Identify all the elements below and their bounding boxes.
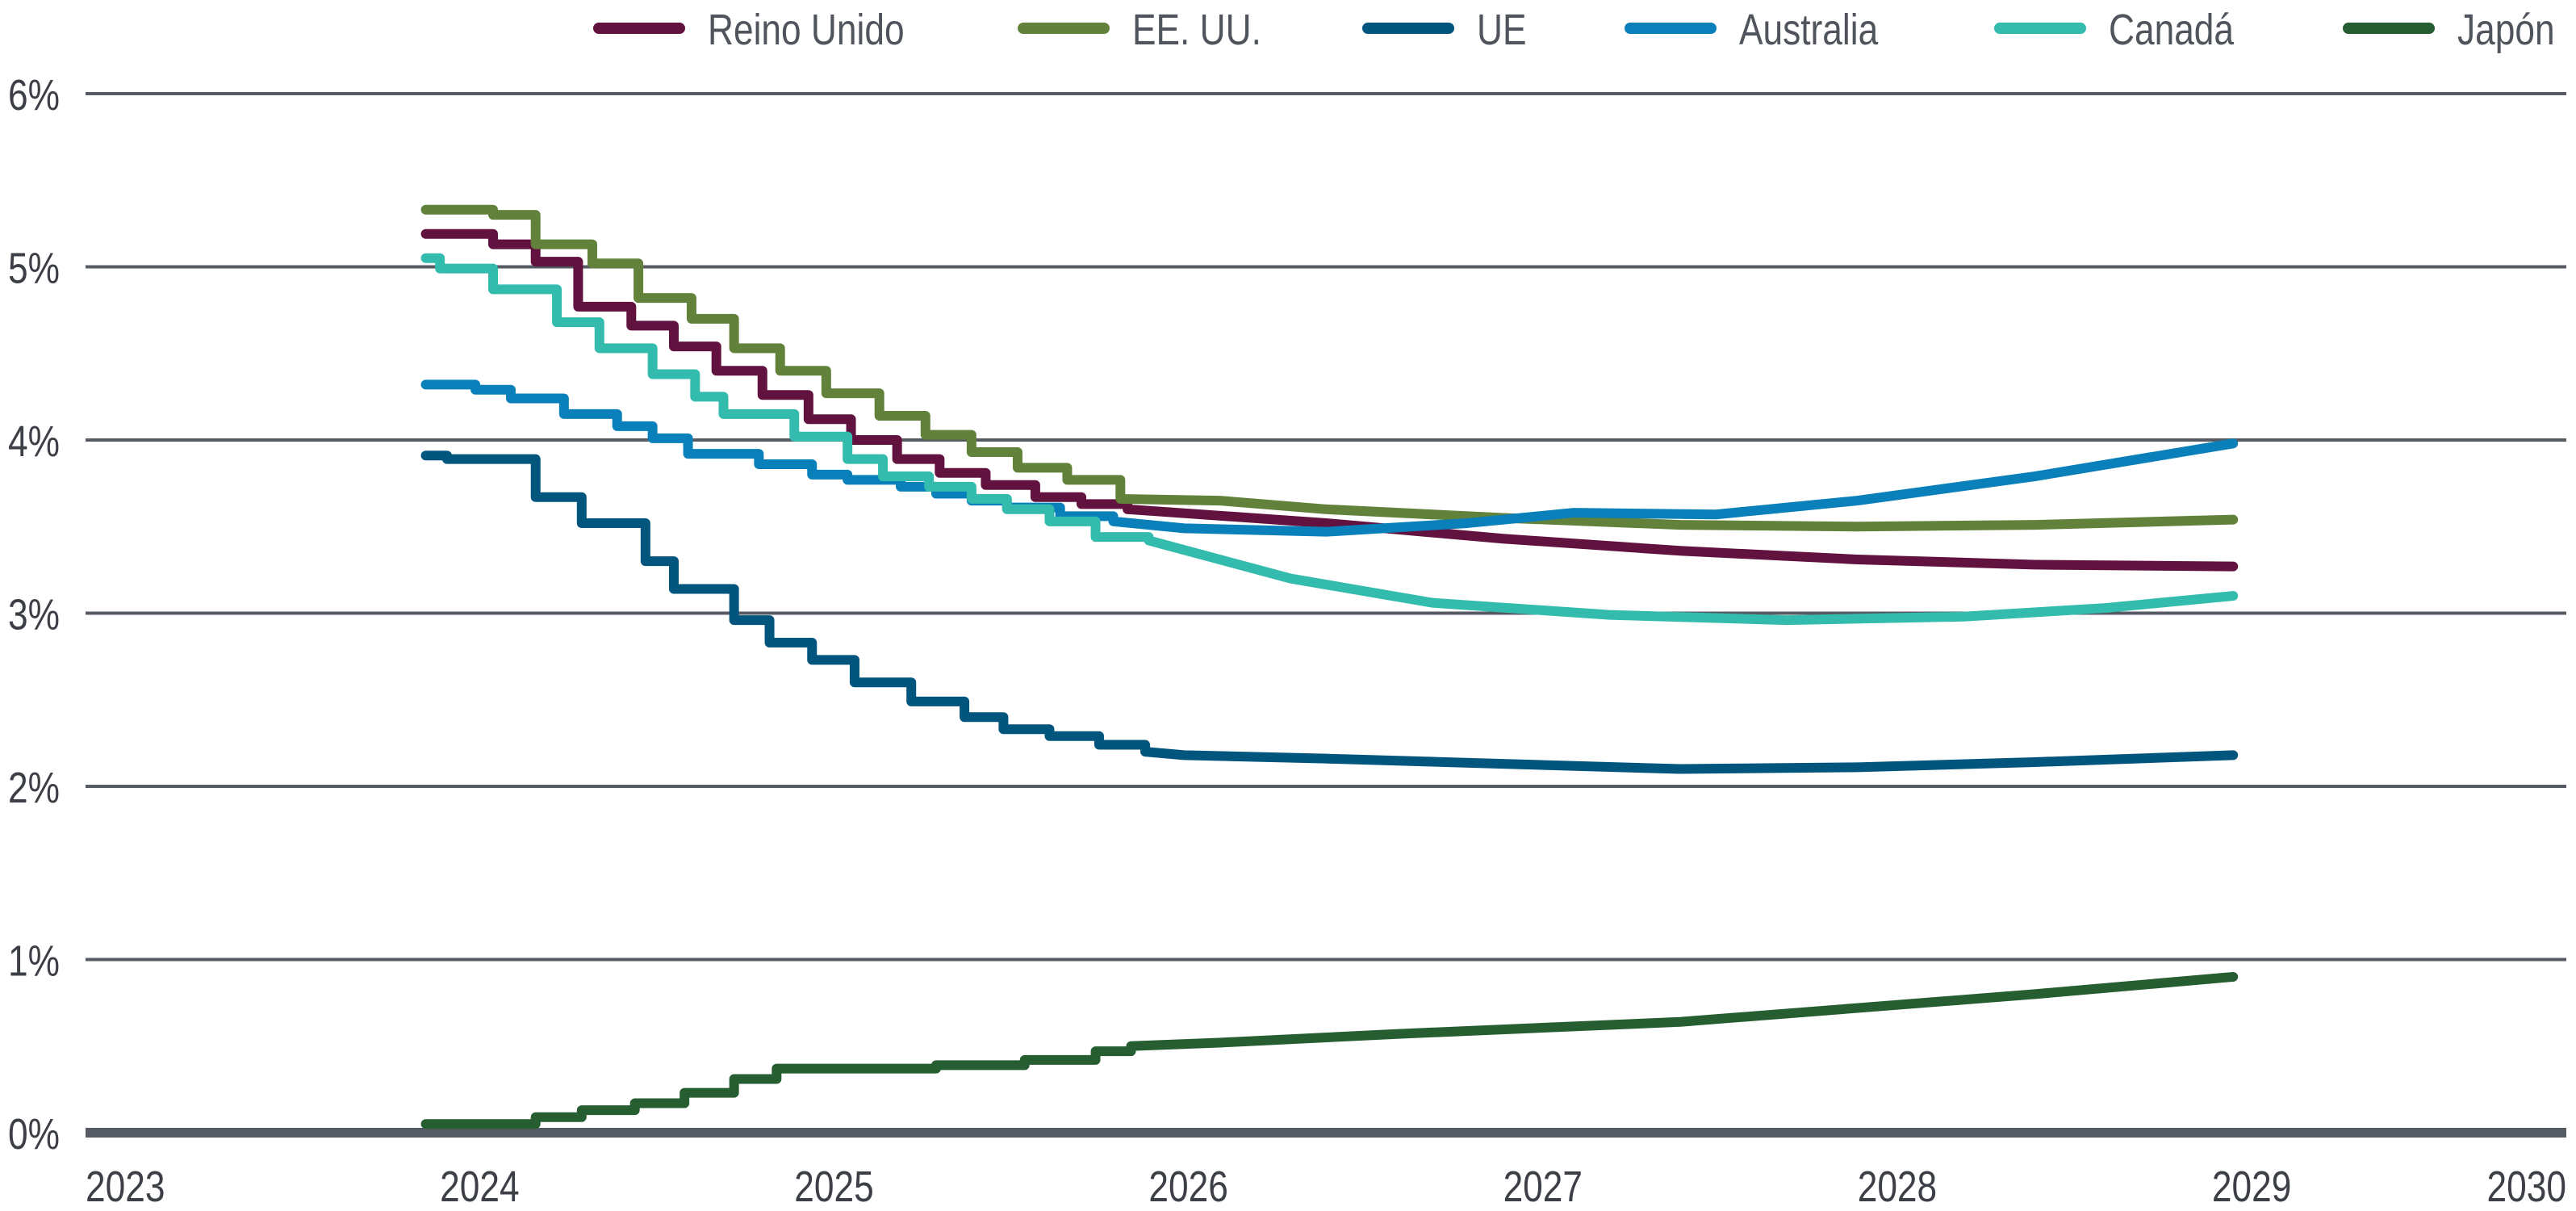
legend-item: Japón — [2343, 6, 2555, 54]
legend-item: Australia — [1625, 6, 1879, 54]
y-axis-ticks: 0% 1% 2% 3% 4% 5% 6% — [8, 71, 60, 1159]
y-tick-label: 0% — [8, 1110, 60, 1159]
y-tick-label: 5% — [8, 244, 60, 292]
y-tick-label: 2% — [8, 764, 60, 812]
x-tick-label: 2028 — [1858, 1163, 1937, 1211]
legend-label: Reino Unido — [708, 6, 905, 54]
series-lines — [420, 204, 2239, 1129]
legend: Reino Unido EE. UU. UE Australia Canadá Japón — [593, 6, 2555, 54]
x-tick-label: 2029 — [2212, 1163, 2291, 1211]
legend-label: Australia — [1739, 6, 1879, 54]
y-tick-label: 3% — [8, 590, 60, 639]
legend-label: UE — [1477, 6, 1526, 54]
legend-item: EE. UU. — [1018, 6, 1261, 54]
series-line-2 — [420, 450, 2239, 774]
series-line-4 — [420, 253, 2239, 626]
legend-item: UE — [1362, 6, 1526, 54]
legend-label: EE. UU. — [1132, 6, 1261, 54]
x-tick-label: 2030 — [2487, 1163, 2566, 1211]
legend-item: Reino Unido — [593, 6, 905, 54]
legend-label: Japón — [2457, 6, 2555, 54]
y-tick-label: 4% — [8, 417, 60, 466]
series-line-1 — [420, 204, 2239, 532]
y-tick-label: 1% — [8, 937, 60, 985]
x-tick-label: 2024 — [440, 1163, 519, 1211]
legend-label: Canadá — [2109, 6, 2235, 54]
x-tick-label: 2027 — [1503, 1163, 1583, 1211]
legend-item: Canadá — [1994, 6, 2235, 54]
y-tick-label: 6% — [8, 71, 60, 119]
x-tick-label: 2025 — [794, 1163, 873, 1211]
x-tick-label: 2023 — [86, 1163, 165, 1211]
x-axis-ticks: 2023 2024 2025 2026 2027 2028 2029 2030 — [86, 1163, 2566, 1211]
series-line-5 — [420, 971, 2239, 1129]
gridlines — [86, 92, 2566, 1138]
x-tick-label: 2026 — [1148, 1163, 1227, 1211]
